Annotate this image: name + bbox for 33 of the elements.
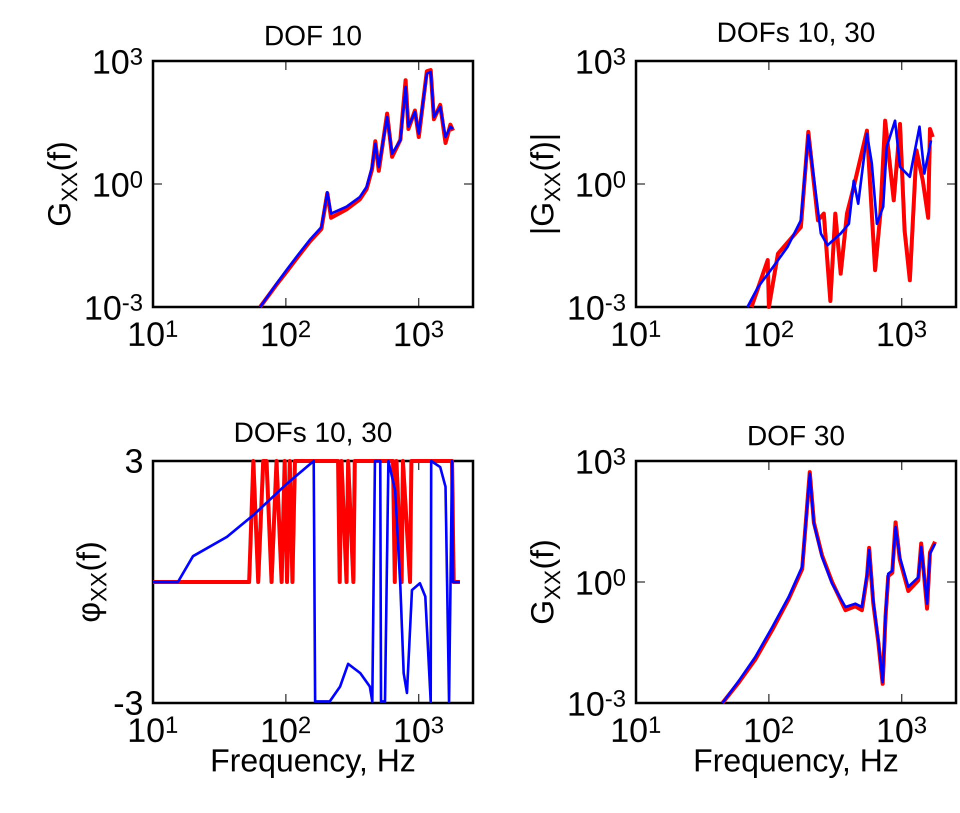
x-axis-title: Frequency, Hz [696,749,898,778]
x-tick-label: 10$^{3}$ [878,320,926,347]
y-axis-title: |G$_{XX}$(f)| [530,136,560,232]
y-tick-label: 10$^{0}$ [94,171,142,197]
y-tick-label: 10$^{3}$ [578,448,625,474]
x-tick-label: 10$^{1}$ [612,320,660,346]
chart-title: DOFs 10, 30 [236,422,392,446]
x-axis-title: Frequency, Hz [212,749,414,778]
y-tick-label: 10$^{3}$ [94,48,142,74]
x-tick-label: 10$^{1}$ [130,320,178,346]
y-tick-label: -3 [114,690,142,716]
chart-title: DOF 30 [749,426,844,446]
y-tick-label: 10$^{3}$ [578,48,625,74]
x-tick-label: 10$^{2}$ [262,320,310,347]
y-tick-label: 10$^{-3}$ [570,294,625,320]
chart-title: DOF 10 [266,26,361,46]
y-tick-label: 10$^{-3}$ [570,690,625,716]
x-tick-label: 10$^{2}$ [746,320,793,347]
x-tick-label: 10$^{3}$ [396,716,444,743]
x-tick-label: 10$^{1}$ [130,716,178,742]
x-tick-label: 10$^{2}$ [746,716,793,743]
y-tick-label: 3 [126,448,142,474]
y-tick-label: 10$^{0}$ [578,569,626,595]
chart-title: DOFs 10, 30 [718,22,874,46]
x-tick-label: 10$^{1}$ [612,716,660,742]
x-tick-label: 10$^{3}$ [878,716,926,743]
y-axis-title: φ$_{XX}$(f) [76,543,106,622]
x-tick-label: 10$^{3}$ [396,320,444,347]
x-tick-label: 10$^{2}$ [262,716,310,743]
y-tick-label: 10$^{-3}$ [86,294,142,320]
y-axis-title: G$_{XX}$(f) [47,143,78,226]
y-tick-label: 10$^{0}$ [578,171,626,197]
y-axis-title: G$_{XX}$(f) [530,541,560,624]
